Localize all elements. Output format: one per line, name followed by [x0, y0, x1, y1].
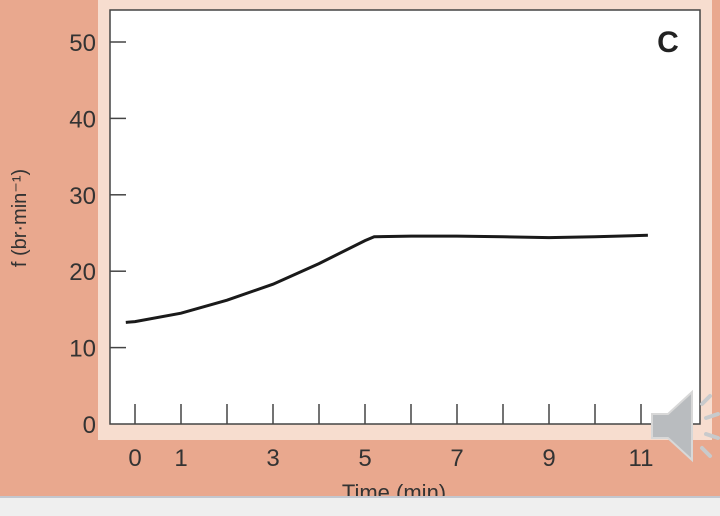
- x-tick-label: 7: [450, 445, 463, 472]
- y-tick-label: 30: [69, 183, 96, 210]
- y-tick-label: 50: [69, 30, 96, 57]
- y-tick-label: 0: [83, 412, 96, 439]
- x-tick-label: 5: [358, 445, 371, 472]
- bottom-bar: [0, 496, 720, 516]
- series-line: [125, 233, 648, 324]
- chart: 0 10 20 30 40 50 0 1 3 5 7 9 11 C Time (min) f (br·…: [9, 0, 712, 496]
- speaker-icon[interactable]: [648, 384, 720, 468]
- x-axis-label: Time (min): [342, 480, 446, 496]
- plot-area: [109, 9, 701, 425]
- x-tick-label: 1: [174, 445, 187, 472]
- x-tick-label: 0: [128, 445, 141, 472]
- y-axis-label: f (br·min⁻¹): [9, 169, 31, 267]
- y-tick-label: 40: [69, 106, 96, 133]
- panel-label: C: [657, 26, 679, 59]
- y-tick-label: 20: [69, 259, 96, 286]
- x-tick-label: 11: [629, 445, 654, 472]
- x-tick-label: 3: [266, 445, 279, 472]
- x-tick-label: 9: [542, 445, 555, 472]
- y-tick-label: 10: [69, 336, 96, 363]
